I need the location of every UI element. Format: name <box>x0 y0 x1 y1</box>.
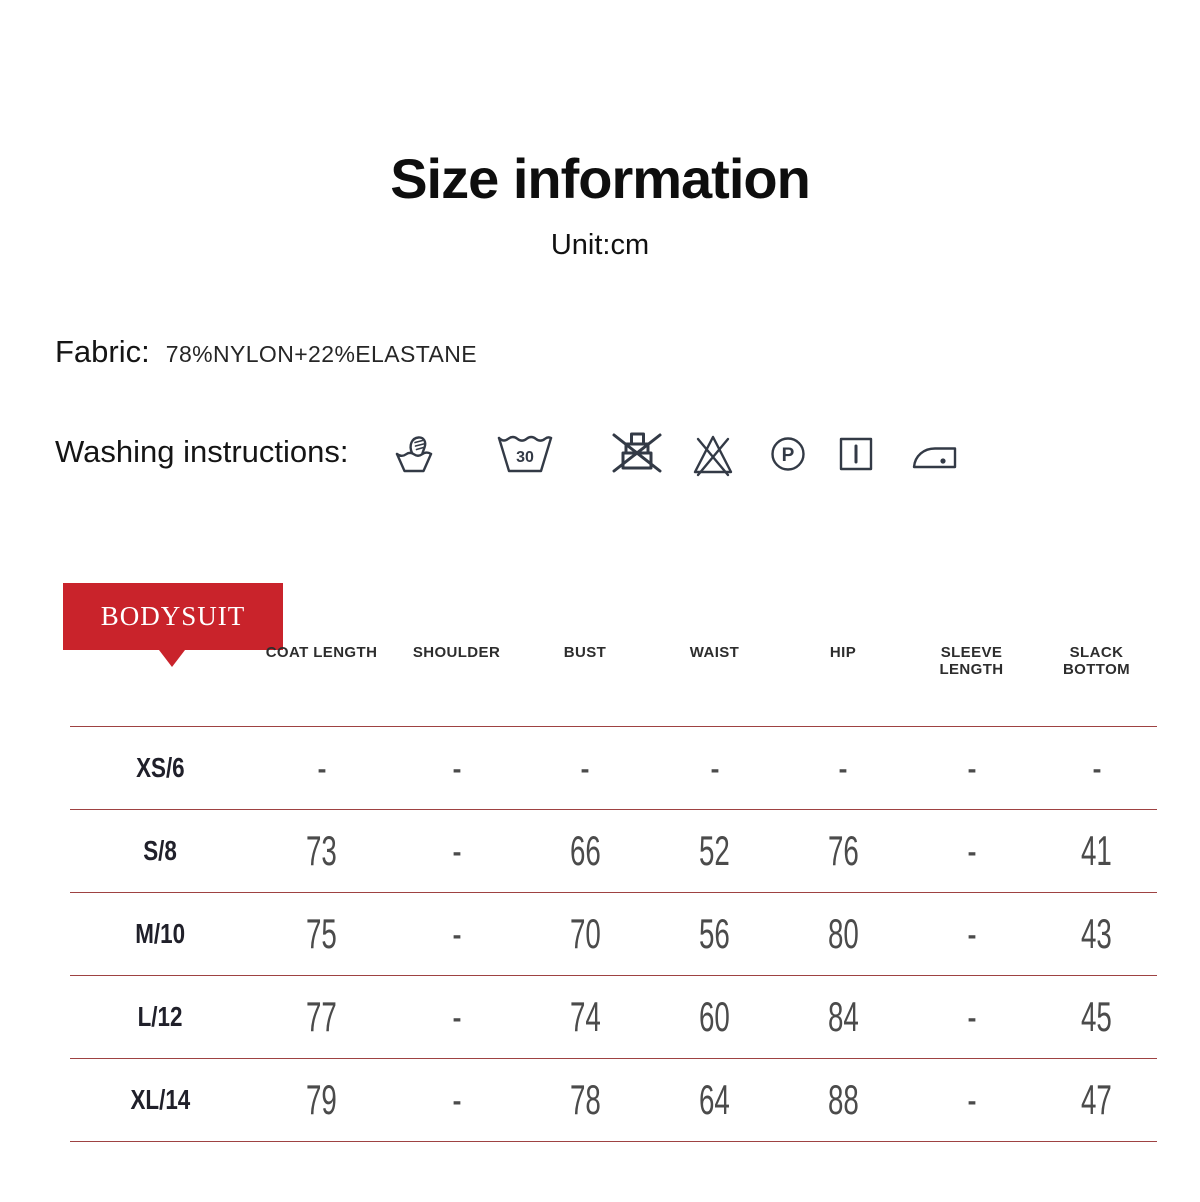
table-row: M/10 75 - 70 56 80 - 43 <box>70 892 1157 976</box>
value-cell: 41 <box>1036 809 1157 893</box>
table-row: XS/6 - - - - - - - <box>70 726 1157 810</box>
value-cell: 76 <box>779 809 907 893</box>
value-cell: 77 <box>250 975 393 1059</box>
column-header-sleeve-length: SLEEVE LENGTH <box>907 640 1036 727</box>
dry-clean-p-icon: P <box>768 434 808 474</box>
size-label-cell: XS/6 <box>70 726 250 810</box>
column-header-waist: WAIST <box>650 640 779 727</box>
svg-text:30: 30 <box>516 449 534 466</box>
value-cell: 43 <box>1036 892 1157 976</box>
value-cell: 88 <box>779 1058 907 1142</box>
value-cell: - <box>393 1058 520 1142</box>
size-label-cell: XL/14 <box>70 1058 250 1142</box>
do-not-wring-icon <box>610 428 664 478</box>
category-badge: BODYSUIT <box>63 583 283 650</box>
table-corner-cell <box>70 640 250 727</box>
value-cell: 74 <box>520 975 650 1059</box>
value-cell: - <box>393 809 520 893</box>
hand-wash-icon <box>392 433 436 475</box>
table-row: L/12 77 - 74 60 84 - 45 <box>70 975 1157 1059</box>
do-not-bleach-icon <box>688 430 738 478</box>
size-label-cell: S/8 <box>70 809 250 893</box>
page-title: Size information <box>390 147 811 210</box>
value-cell: 78 <box>520 1058 650 1142</box>
unit-label: Unit:cm <box>550 229 650 261</box>
table-header-row: COAT LENGTH SHOULDER BUST WAIST HIP SLEE… <box>70 640 1157 727</box>
value-cell: 60 <box>650 975 779 1059</box>
category-badge-label: BODYSUIT <box>100 601 246 631</box>
fabric-value: 78%NYLON+22%ELASTANE <box>165 341 477 367</box>
value-cell: 80 <box>779 892 907 976</box>
size-table: COAT LENGTH SHOULDER BUST WAIST HIP SLEE… <box>70 640 1157 1142</box>
table-row: XL/14 79 - 78 64 88 - 47 <box>70 1058 1157 1142</box>
wash-30-icon: 30 <box>496 431 554 475</box>
value-cell: 45 <box>1036 975 1157 1059</box>
value-cell: - <box>907 1058 1036 1142</box>
value-cell: 47 <box>1036 1058 1157 1142</box>
size-label-cell: M/10 <box>70 892 250 976</box>
value-cell: - <box>779 726 907 810</box>
column-header-shoulder: SHOULDER <box>393 640 520 727</box>
drip-dry-icon <box>836 434 876 474</box>
fabric-row: Fabric: 78%NYLON+22%ELASTANE <box>55 334 477 370</box>
value-cell: - <box>907 975 1036 1059</box>
value-cell: 70 <box>520 892 650 976</box>
fabric-label: Fabric: <box>55 334 150 369</box>
washing-instructions-label: Washing instructions: <box>55 434 349 469</box>
value-cell: - <box>520 726 650 810</box>
value-cell: 64 <box>650 1058 779 1142</box>
column-header-slack-bottom: SLACK BOTTOM <box>1036 640 1157 727</box>
value-cell: - <box>1036 726 1157 810</box>
size-label-cell: L/12 <box>70 975 250 1059</box>
value-cell: - <box>907 726 1036 810</box>
value-cell: - <box>393 726 520 810</box>
value-cell: 52 <box>650 809 779 893</box>
table-row: S/8 73 - 66 52 76 - 41 <box>70 809 1157 893</box>
value-cell: - <box>250 726 393 810</box>
column-header-coat-length: COAT LENGTH <box>250 640 393 727</box>
value-cell: 79 <box>250 1058 393 1142</box>
value-cell: - <box>393 975 520 1059</box>
value-cell: 75 <box>250 892 393 976</box>
column-header-bust: BUST <box>520 640 650 727</box>
value-cell: - <box>907 809 1036 893</box>
value-cell: - <box>650 726 779 810</box>
svg-text:P: P <box>782 445 795 466</box>
value-cell: - <box>907 892 1036 976</box>
iron-low-heat-icon <box>910 432 960 474</box>
value-cell: 73 <box>250 809 393 893</box>
value-cell: 66 <box>520 809 650 893</box>
column-header-hip: HIP <box>779 640 907 727</box>
value-cell: - <box>393 892 520 976</box>
value-cell: 84 <box>779 975 907 1059</box>
value-cell: 56 <box>650 892 779 976</box>
